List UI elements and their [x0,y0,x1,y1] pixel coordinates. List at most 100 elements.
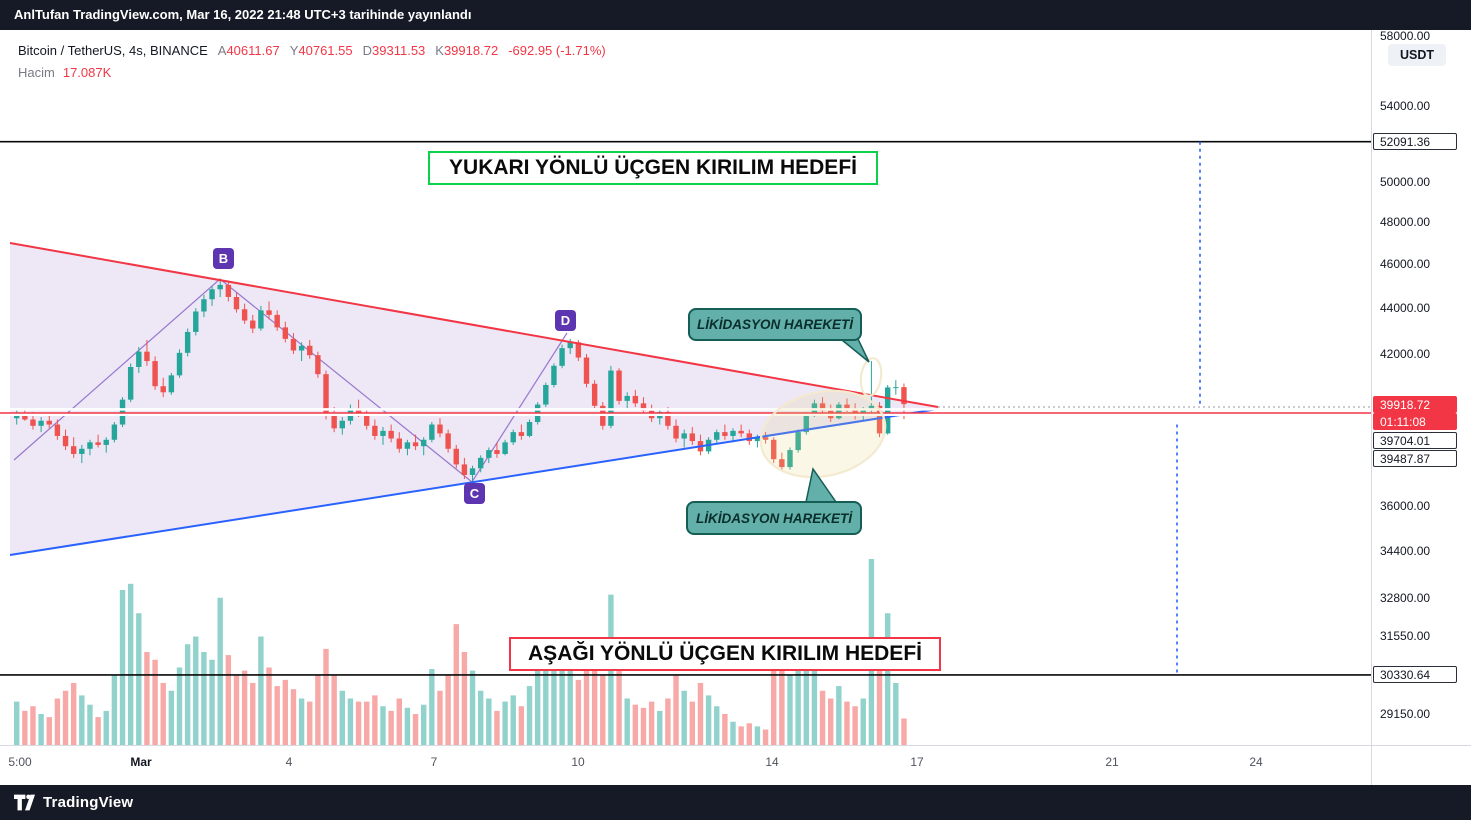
candle-body [673,425,679,439]
wave-label-d[interactable]: D [555,310,576,331]
upper-target-label[interactable]: YUKARI YÖNLÜ ÜÇGEN KIRILIM HEDEFİ [428,151,878,185]
volume-bar [844,701,850,745]
volume-bar [502,701,508,745]
candle-body [453,448,459,465]
time-tick: 24 [1249,755,1263,769]
volume-bar [779,659,785,745]
price-level-badge: 30330.64 [1373,666,1457,684]
axis-corner [1371,745,1471,785]
volume-bar [258,636,264,745]
volume-bar [14,701,20,745]
candle-body [526,422,533,436]
candle-body [404,442,411,449]
candlestick-chart[interactable] [0,30,1371,745]
chart-pane[interactable]: Bitcoin / TetherUS, 4s, BINANCE A40611.6… [0,30,1371,745]
candle-body [355,408,362,414]
candle-body [184,331,191,353]
candle-body [868,405,875,410]
volume-bar [697,683,704,745]
candle-body [62,435,69,447]
price-axis[interactable]: USDT 58000.00 54000.00 50000.00 48000.00 460… [1371,30,1471,745]
volume-bar [600,675,606,745]
liquidation-callout-upper[interactable]: LİKİDASYON HAREKETİ [688,308,862,341]
candle-body [127,366,134,400]
candle-body [746,433,752,442]
volume-bar [819,690,826,745]
candle-body [738,430,744,434]
callout-tail [840,338,870,363]
time-tick: 10 [571,755,585,769]
candle-body [730,430,736,436]
volume-bar [486,698,492,745]
volume-bar [144,652,150,745]
candle-body [339,420,345,429]
volume-bar [54,698,61,745]
candle-body [241,309,248,321]
currency-toggle-usdt[interactable]: USDT [1388,44,1446,66]
volume-bar [412,714,419,745]
candle-body [70,446,77,454]
volume-bar [70,683,77,745]
volume-bar [746,723,752,745]
candle-body [852,408,858,416]
publish-text: AnlTufan TradingView.com, Mar 16, 2022 2… [14,7,472,22]
candle-body [502,442,508,454]
volume-bar [266,667,272,745]
price-level-badge: 52091.36 [1373,133,1457,151]
lower-target-label[interactable]: AŞAĞI YÖNLÜ ÜÇGEN KIRILIM HEDEFİ [509,637,941,671]
last-price-badge: 39918.72 [1373,395,1457,413]
candle-body [665,412,671,426]
price-tick: 44000.00 [1380,301,1431,316]
volume-bar [103,710,109,745]
volume-bar [494,710,500,745]
ohlc-close: K39918.72 [435,43,499,58]
candle-body [168,375,175,393]
price-tick: 58000.00 [1380,30,1431,43]
volume-bar [689,701,696,745]
wave-label-c[interactable]: C [464,483,485,504]
candle-body [551,365,557,385]
candle-body [315,355,321,375]
candle-body [144,351,150,362]
candle-body [689,433,696,442]
volume-bar [714,706,720,745]
volume-bar [754,726,761,745]
volume-bar [388,710,394,745]
candle-body [298,345,305,351]
volume-bar [274,686,280,745]
volume-bar [575,679,582,745]
candle-body [429,424,435,440]
volume-bar [176,667,183,745]
volume-bar [429,669,435,745]
tradingview-wordmark[interactable]: TradingView [43,794,134,811]
tradingview-logo-icon[interactable] [14,794,35,811]
volume-bar [404,707,411,745]
volume-bar [396,698,402,745]
volume-bar [771,670,777,745]
volume-bar [803,664,809,745]
volume-label: Hacim [18,65,55,80]
candle-body [233,296,240,310]
time-tick: Mar [130,755,152,769]
ascending-trendline [9,408,939,556]
volume-bar [250,683,256,745]
wave-label-b[interactable]: B [213,248,234,269]
candle-body [412,442,419,447]
volume-bar [339,690,345,745]
candle-body [160,386,166,393]
time-axis[interactable]: 5:00 Mar 4 7 10 14 17 21 24 [0,745,1371,785]
candle-body [469,468,476,475]
volume-bar [184,644,191,745]
volume-bar [730,721,736,745]
candle-body [591,383,598,406]
candle-body [46,420,52,425]
candle-body [510,432,516,443]
candle-body [193,311,199,332]
liquidation-callout-lower[interactable]: LİKİDASYON HAREKETİ [686,501,862,535]
candle-body [543,384,549,405]
volume-bar [136,613,142,745]
candle-body [518,432,525,436]
price-tick: 36000.00 [1380,498,1431,513]
candle-body [54,424,61,436]
candle-body [258,310,264,329]
